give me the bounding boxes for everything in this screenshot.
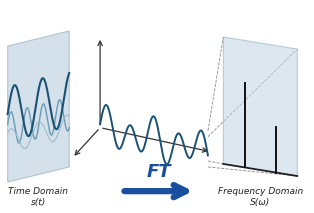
- Text: Frequency Domain: Frequency Domain: [218, 187, 303, 196]
- Text: s(t): s(t): [31, 198, 46, 207]
- Text: Time Domain: Time Domain: [8, 187, 68, 196]
- Polygon shape: [8, 31, 69, 182]
- Text: FT: FT: [146, 163, 171, 181]
- Polygon shape: [223, 37, 297, 176]
- Text: S(ω): S(ω): [250, 198, 270, 207]
